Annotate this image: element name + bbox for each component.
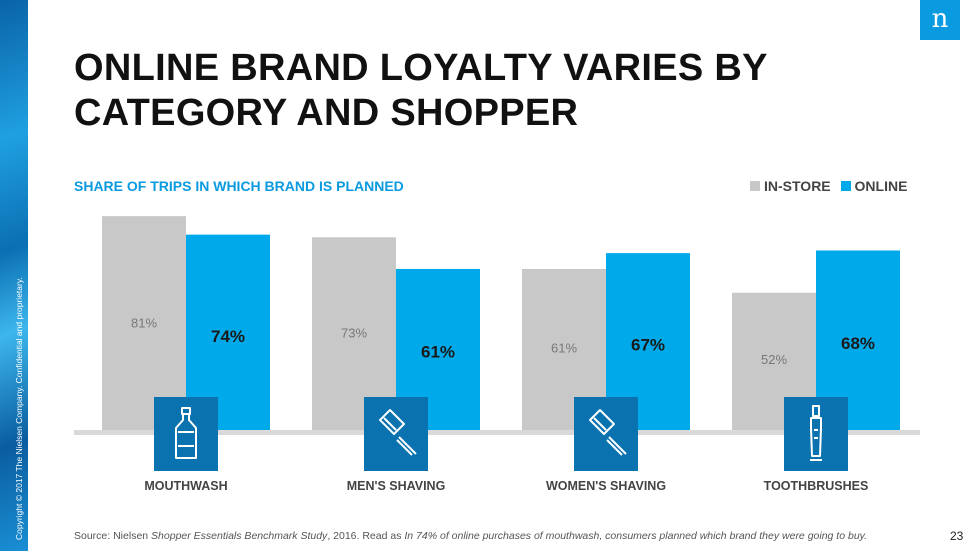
data-label-in-store-4: 52% bbox=[761, 352, 787, 367]
data-label-online-4: 68% bbox=[841, 334, 875, 353]
category-icon-box-3 bbox=[574, 397, 638, 471]
category-label-1: MOUTHWASH bbox=[144, 479, 227, 493]
legend-swatch-in-store bbox=[750, 181, 760, 192]
legend: IN-STORE ONLINE bbox=[750, 178, 913, 194]
legend-item-online: ONLINE bbox=[840, 178, 908, 194]
data-label-online-3: 67% bbox=[631, 335, 665, 354]
legend-item-in-store: IN-STORE bbox=[750, 178, 831, 194]
data-label-in-store-1: 81% bbox=[131, 315, 157, 330]
source-prefix: Source: Nielsen bbox=[74, 530, 152, 542]
razor-icon bbox=[379, 409, 417, 456]
source-study: Shopper Essentials Benchmark Study bbox=[151, 530, 328, 542]
page-title: ONLINE BRAND LOYALTY VARIES BY CATEGORY … bbox=[74, 47, 768, 134]
baseline bbox=[74, 430, 920, 435]
bottle-icon bbox=[175, 407, 197, 459]
data-label-in-store-2: 73% bbox=[341, 325, 367, 340]
bar-in-store-1 bbox=[102, 216, 186, 430]
category-label-4: TOOTHBRUSHES bbox=[764, 479, 869, 493]
source-note: Source: Nielsen Shopper Essentials Bench… bbox=[74, 530, 867, 542]
source-example: In 74% of online purchases of mouthwash,… bbox=[404, 530, 868, 542]
legend-label-in-store: IN-STORE bbox=[764, 178, 831, 194]
category-icon-box-4 bbox=[784, 397, 848, 471]
data-label-online-1: 74% bbox=[211, 327, 245, 346]
category-label-3: WOMEN'S SHAVING bbox=[546, 479, 666, 493]
source-middle: , 2016. Read as bbox=[327, 530, 405, 542]
razor-icon bbox=[589, 409, 627, 456]
data-label-online-2: 61% bbox=[421, 343, 455, 362]
page-number: 23 bbox=[950, 529, 964, 543]
category-label-2: MEN'S SHAVING bbox=[347, 479, 446, 493]
legend-label-online: ONLINE bbox=[854, 178, 908, 194]
toothbrush-icon bbox=[810, 405, 822, 461]
legend-swatch-online bbox=[840, 181, 851, 192]
nielsen-logo: n bbox=[920, 0, 960, 40]
category-icon-box-2 bbox=[364, 397, 428, 471]
side-strip: Copyright © 2017 The Nielsen Company. Co… bbox=[0, 0, 28, 551]
chart-title: SHARE OF TRIPS IN WHICH BRAND IS PLANNED bbox=[74, 178, 404, 194]
data-label-in-store-3: 61% bbox=[551, 341, 577, 356]
